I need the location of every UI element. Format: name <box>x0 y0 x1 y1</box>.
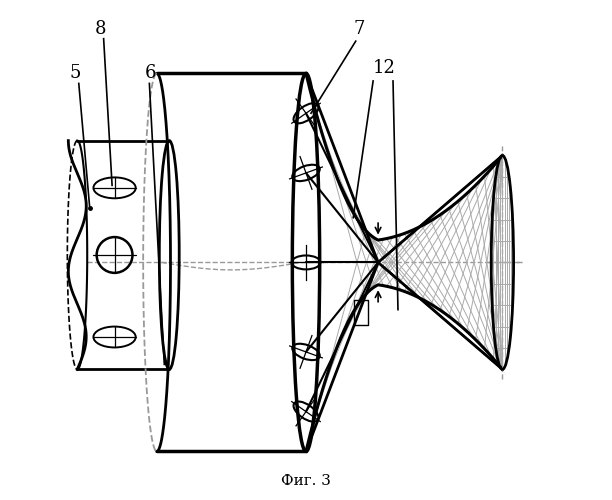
Text: 7: 7 <box>353 20 365 38</box>
Text: 5: 5 <box>70 64 81 82</box>
Text: 12: 12 <box>373 60 396 78</box>
Text: 6: 6 <box>144 64 156 82</box>
Text: 8: 8 <box>95 20 106 38</box>
Text: Фиг. 3: Фиг. 3 <box>281 474 331 488</box>
